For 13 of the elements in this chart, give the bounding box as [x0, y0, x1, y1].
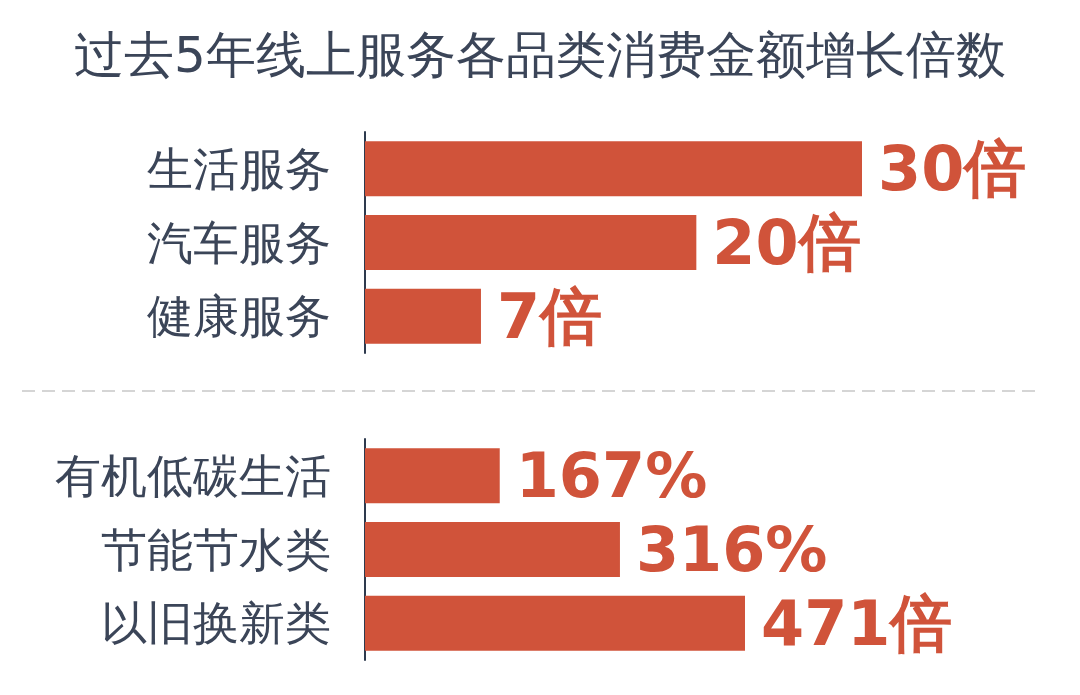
y-tick-label: 生活服务	[147, 141, 331, 196]
data-label: 30倍	[878, 132, 1027, 206]
y-tick-label: 汽车服务	[147, 215, 331, 270]
data-label: 20倍	[712, 206, 861, 279]
y-tick-label: 有机低碳生活	[55, 448, 331, 503]
y-tick-label: 以旧换新类	[101, 596, 331, 651]
y-tick-label: 节能节水类	[101, 522, 331, 577]
data-label: 471倍	[761, 586, 953, 660]
data-label: 7倍	[496, 279, 603, 353]
data-label: 167%	[515, 439, 708, 513]
y-tick-label: 健康服务	[147, 289, 331, 344]
data-label: 316%	[635, 513, 828, 586]
chart-title: 过去5年线上服务各品类消费金额增长倍数	[74, 26, 1006, 84]
